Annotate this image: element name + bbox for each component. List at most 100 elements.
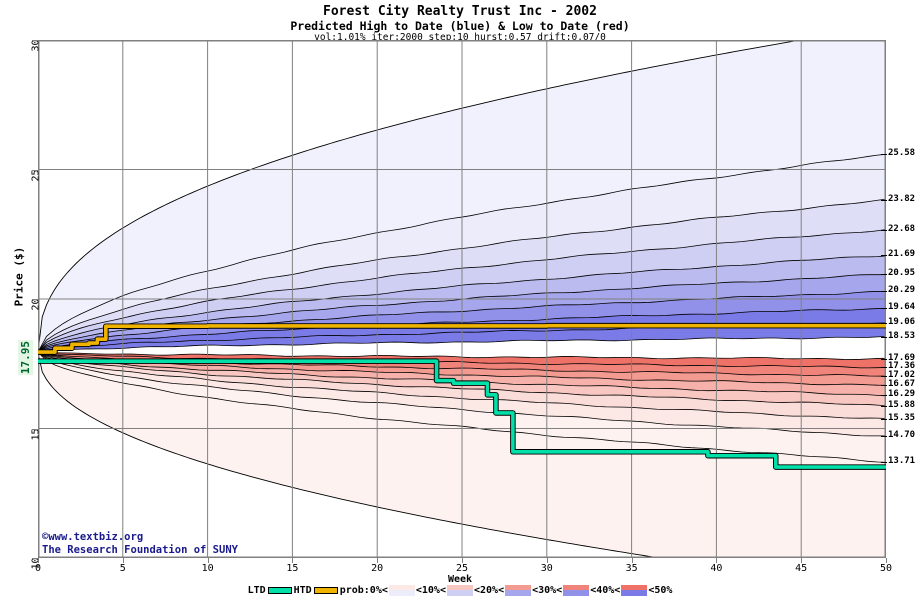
right-label-13.71: 13.71 [888,455,916,466]
legend-bin-label-2: <30%< [532,585,563,596]
chart-subtitle: Predicted High to Date (blue) & Low to D… [290,19,630,33]
legend-bin-swatch-3 [563,585,590,596]
right-label-14.70: 14.70 [888,430,916,441]
x-tick-mark [716,558,718,563]
y-tick-mark [32,40,38,41]
right-label-18.53: 18.53 [888,331,916,342]
x-tick-5: 5 [119,563,126,574]
chart-parameters: vol:1.01% iter:2000 step:10 hurst:0.57 d… [314,32,606,43]
x-tick-10: 10 [201,563,214,574]
legend-bin-red [505,585,532,590]
x-tick-mark [631,558,633,563]
right-tick-mark [881,376,887,378]
legend-prob-label: prob:0%< [339,585,388,596]
legend-bin-label-4: <50% [648,585,673,596]
x-tick-mark [886,558,887,563]
right-tick-mark [881,461,887,463]
right-label-22.68: 22.68 [888,223,916,234]
y-tick-mark [32,428,38,430]
y-tick-mark [32,169,38,171]
right-tick-mark [881,323,887,325]
right-label-15.35: 15.35 [888,413,916,424]
legend-bin-blue [446,590,473,596]
x-tick-25: 25 [455,563,469,574]
legend-bin-red [621,585,648,590]
right-label-23.82: 23.82 [888,194,916,205]
right-tick-mark [881,358,887,360]
legend-bin-swatch-1 [446,585,473,596]
x-tick-mark [462,558,463,563]
legend-bin-blue [621,590,648,596]
right-label-16.67: 16.67 [888,379,916,390]
x-tick-mark [38,558,39,563]
credit-line-1: ©www.textbiz.org [42,531,144,543]
x-tick-20: 20 [371,563,384,574]
right-tick-mark [881,337,887,339]
right-tick-mark [881,255,887,257]
right-tick-mark [881,308,887,310]
right-label-25.58: 25.58 [888,148,916,159]
legend-ltd-swatch [267,587,292,594]
legend-bin-swatch-0 [388,585,415,596]
right-tick-mark [881,200,887,202]
right-label-19.64: 19.64 [888,302,916,313]
legend-bin-label-3: <40%< [590,585,621,596]
chart-title: Forest City Realty Trust Inc - 2002 [323,4,597,19]
right-tick-mark [881,274,887,276]
credit-block: ©www.textbiz.org The Research Foundation… [42,531,238,557]
x-tick-35: 35 [625,563,638,574]
legend-bin-blue [563,590,590,596]
legend-bin-red [563,585,590,590]
right-label-19.06: 19.06 [888,317,916,328]
legend-bin-red [388,585,415,590]
x-tick-50: 50 [879,563,893,574]
legend-htd: HTD [294,585,340,596]
chart-legend: LTD HTD prob:0%< <10%< <20%< <30%< <40%< <50% [0,585,920,596]
x-axis-title: Week [447,574,473,585]
right-tick-mark [881,367,887,369]
right-label-20.95: 20.95 [888,268,916,279]
right-label-20.29: 20.29 [888,285,916,296]
y-tick-20: 20 [30,298,42,311]
right-tick-mark [881,154,887,156]
x-tick-mark [377,558,379,563]
y-tick-30: 30 [30,39,42,52]
legend-bin-swatch-2 [505,585,532,596]
right-label-17.02: 17.02 [888,370,916,381]
legend-htd-label: HTD [293,585,312,596]
right-tick-mark [881,291,887,293]
y-tick-25: 25 [30,169,42,182]
legend-ltd: LTD [248,585,294,596]
y-tick-15: 15 [30,428,42,441]
y-axis-title: Price ($) [12,246,26,307]
right-label-17.36: 17.36 [888,361,916,372]
x-tick-mark [122,558,124,563]
x-tick-mark [801,558,803,563]
y-tick-mark [32,299,38,300]
legend-ltd-label: LTD [247,585,266,596]
right-tick-mark [881,385,887,387]
x-tick-mark [207,558,209,563]
right-label-21.69: 21.69 [888,249,916,260]
right-tick-mark [881,436,887,438]
legend-bin-swatch-4 [621,585,648,596]
legend-htd-swatch [313,587,338,594]
credit-line-2: The Research Foundation of SUNY [42,544,238,556]
legend-bin-blue [505,590,532,596]
x-tick-mark [292,558,294,563]
start-price-label: 17.95 [18,340,34,376]
x-tick-40: 40 [710,563,723,574]
legend-bin-red [446,585,473,590]
legend-bin-blue [388,590,415,596]
right-tick-mark [881,229,887,231]
right-label-16.29: 16.29 [888,389,916,400]
x-tick-30: 30 [540,563,553,574]
right-label-15.88: 15.88 [888,399,916,410]
x-tick-0: 0 [34,563,42,574]
right-tick-mark [881,395,887,397]
legend-bin-label-0: <10%< [415,585,446,596]
right-tick-mark [881,419,887,421]
right-label-17.69: 17.69 [888,352,916,363]
x-tick-mark [546,558,548,563]
plot-area [38,40,886,558]
